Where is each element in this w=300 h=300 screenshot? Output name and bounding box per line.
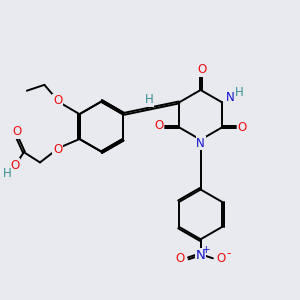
Text: N: N xyxy=(196,137,205,150)
Text: +: + xyxy=(202,245,210,255)
Text: N: N xyxy=(196,249,206,262)
Text: H: H xyxy=(235,86,244,99)
Text: N: N xyxy=(226,91,235,104)
Text: O: O xyxy=(217,252,226,265)
Text: O: O xyxy=(154,119,164,132)
Text: O: O xyxy=(53,94,62,107)
Text: -: - xyxy=(226,248,230,260)
Text: O: O xyxy=(237,121,247,134)
Text: O: O xyxy=(11,159,20,172)
Text: H: H xyxy=(2,167,11,180)
Text: O: O xyxy=(176,252,185,265)
Text: H: H xyxy=(145,93,154,106)
Text: O: O xyxy=(197,63,207,76)
Text: O: O xyxy=(53,143,62,156)
Text: O: O xyxy=(12,125,21,138)
